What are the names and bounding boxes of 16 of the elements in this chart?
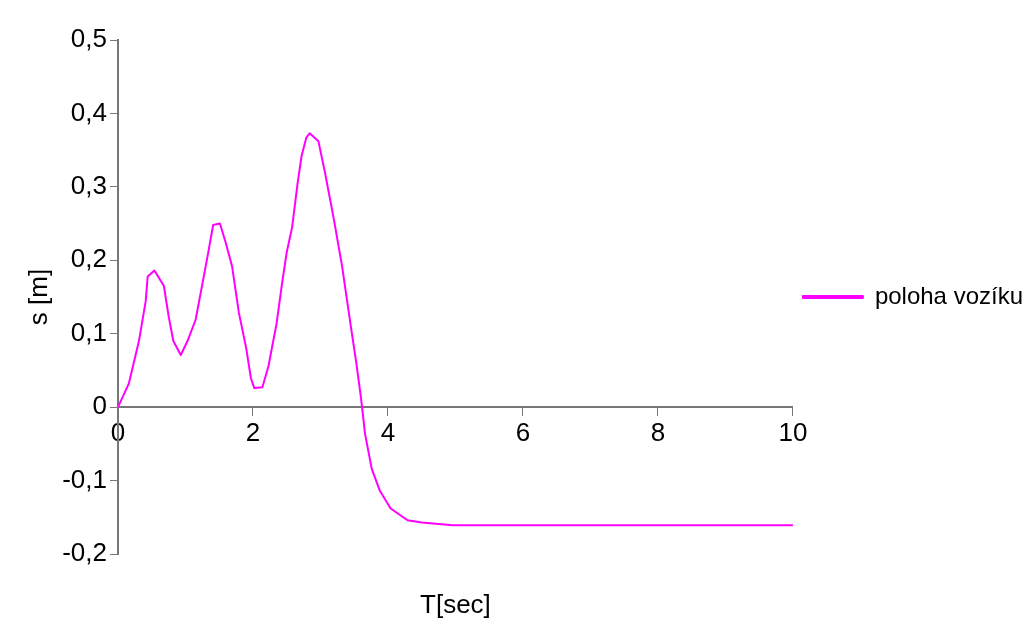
y-tick-label: -0,1 [62,463,107,494]
y-axis-title: s [m] [22,268,53,326]
y-tick-label: 0,3 [70,170,107,201]
legend-label: poloha vozíku [874,281,1024,309]
x-tick-label: 6 [515,416,531,447]
y-tick-label: 0,1 [70,316,107,347]
y-tick-label: 0,4 [70,96,107,127]
y-tick-label: -0,2 [62,537,107,568]
y-tick-label: 0,5 [70,23,107,54]
y-tick-label: 0 [92,390,107,421]
x-tick-label: 10 [778,416,808,447]
x-tick-label: 4 [380,416,396,447]
x-axis-title: T[sec] [420,589,491,620]
y-tick-label: 0,2 [70,243,107,274]
x-tick-label: 8 [650,416,666,447]
x-tick-label: 2 [245,416,261,447]
